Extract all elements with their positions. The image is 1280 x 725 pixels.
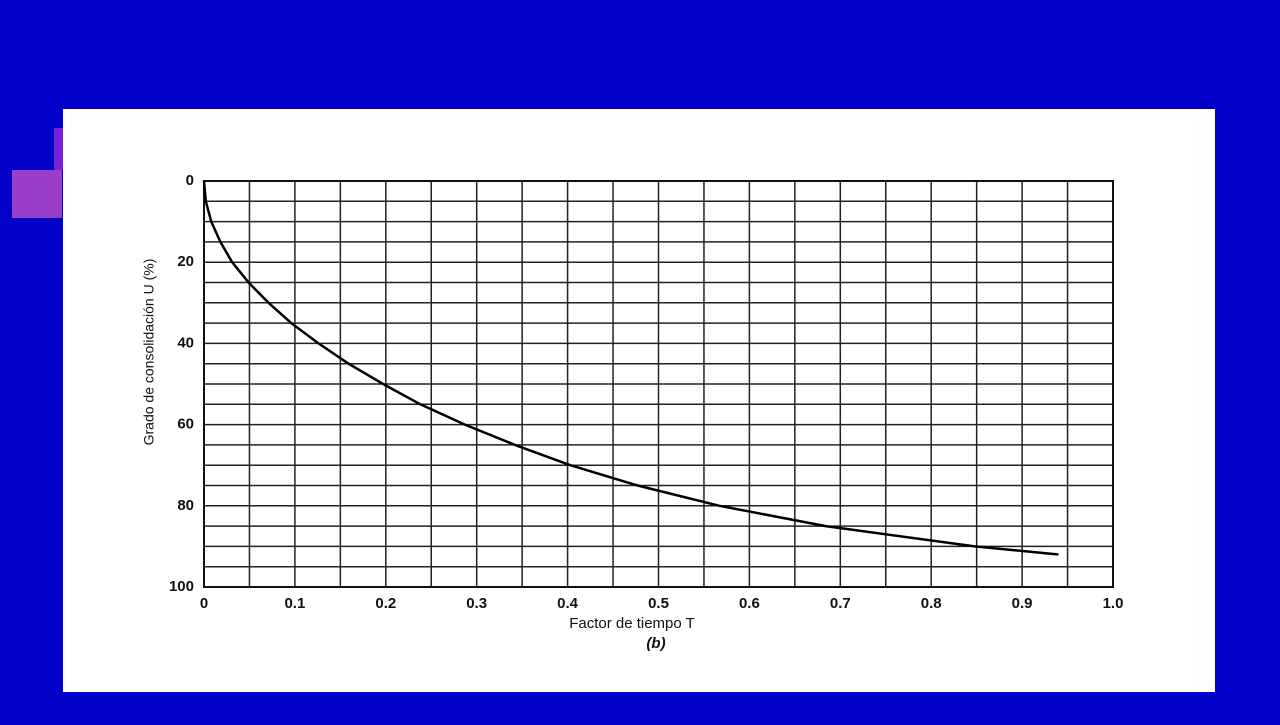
y-tick-label: 60 bbox=[177, 416, 194, 433]
x-tick-label: 0.9 bbox=[1012, 595, 1033, 612]
caption: (b) bbox=[646, 635, 665, 652]
x-tick-label: 0 bbox=[200, 595, 208, 612]
x-tick-label: 0.1 bbox=[284, 595, 305, 612]
decoration bbox=[12, 170, 62, 218]
y-tick-label: 80 bbox=[177, 497, 194, 514]
data-line bbox=[202, 180, 1059, 556]
y-tick-label: 0 bbox=[186, 172, 194, 189]
x-tick-label: 0.8 bbox=[921, 595, 942, 612]
y-tick-label: 20 bbox=[177, 253, 194, 270]
x-tick-label: 0.5 bbox=[648, 595, 669, 612]
x-tick-label: 0.7 bbox=[830, 595, 851, 612]
x-axis-label: Factor de tiempo T bbox=[569, 615, 695, 632]
x-tick-label: 0.6 bbox=[739, 595, 760, 612]
x-tick-label: 0.3 bbox=[466, 595, 487, 612]
y-tick-label: 40 bbox=[177, 334, 194, 351]
x-tick-label: 0.4 bbox=[557, 595, 579, 612]
chart-panel bbox=[63, 109, 1215, 692]
y-tick-label: 100 bbox=[169, 578, 194, 595]
decoration bbox=[54, 128, 63, 170]
x-tick-label: 1.0 bbox=[1103, 595, 1124, 612]
y-axis-label: Grado de consolidación U (%) bbox=[141, 259, 157, 446]
plot-frame bbox=[203, 180, 1114, 588]
x-tick-label: 0.2 bbox=[375, 595, 396, 612]
